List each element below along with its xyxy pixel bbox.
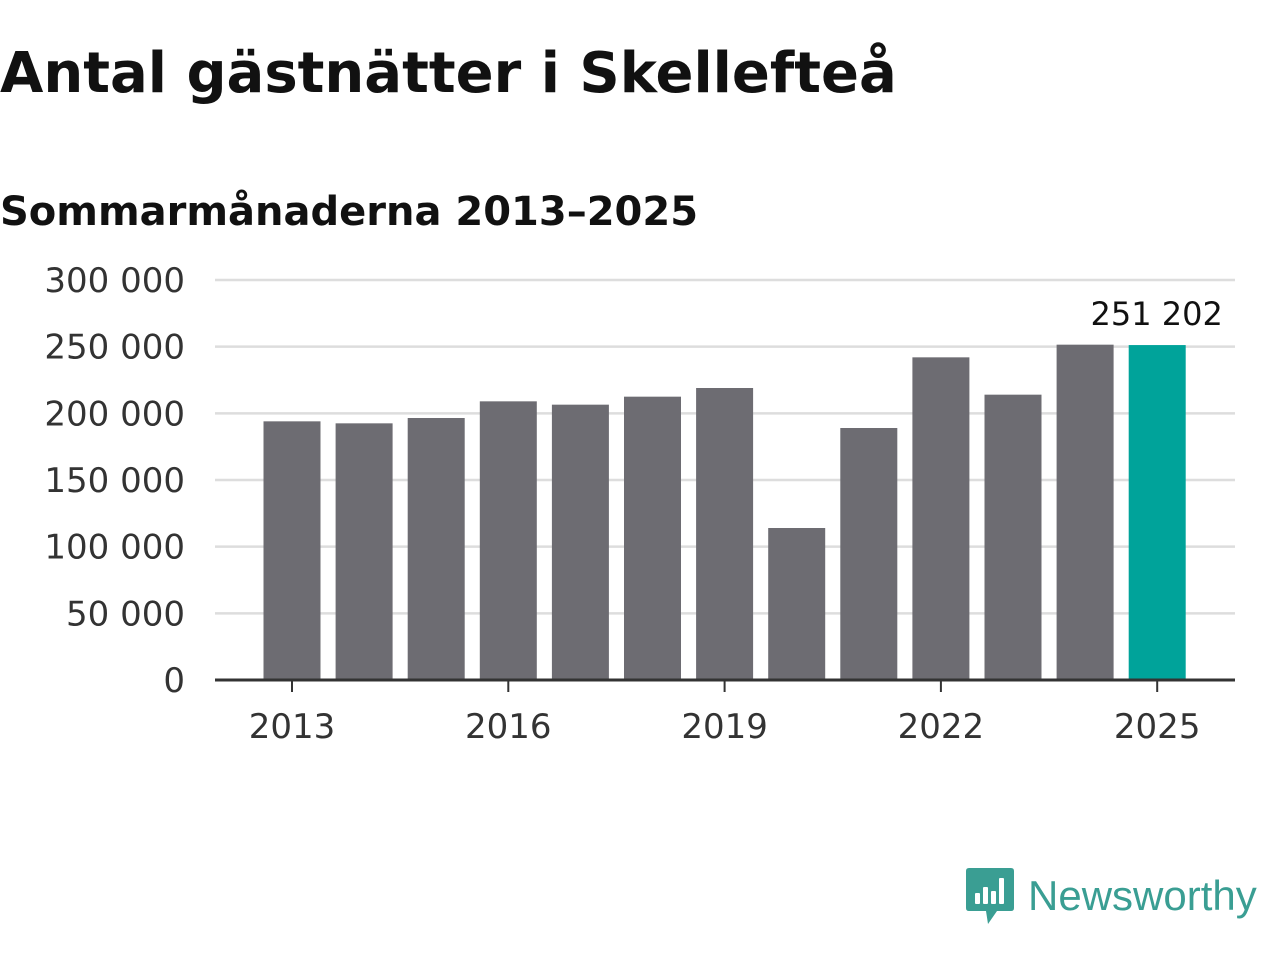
logo-bar-1: [975, 893, 980, 904]
bars: [263, 344, 1186, 680]
y-axis-ticks: 0 50 000 100 000 150 000 200 000 250 000 300 0…: [44, 261, 185, 701]
y-tick-label: 50 000: [66, 594, 185, 634]
bar-highlighted: [1128, 345, 1186, 680]
brand-logo: Newsworthy: [964, 864, 1257, 928]
bar: [984, 394, 1042, 680]
logo-bar-4: [999, 878, 1004, 904]
bar: [696, 388, 754, 680]
x-tick-label: 2022: [898, 707, 985, 747]
logo-bar-3: [991, 891, 996, 904]
data-label: 251 202: [1091, 295, 1223, 333]
bar: [1056, 344, 1114, 680]
bar: [479, 401, 537, 680]
data-labels: 251 202: [1091, 295, 1223, 333]
x-tick-label: 2019: [681, 707, 768, 747]
bar: [840, 428, 898, 680]
bar: [263, 421, 321, 680]
x-axis-ticks: 2013 2016 2019 2022 2025: [249, 680, 1201, 747]
bar: [768, 528, 826, 680]
bar: [551, 404, 609, 680]
bar-chart: 0 50 000 100 000 150 000 200 000 250 000 300 0…: [44, 261, 1235, 747]
chart-title: Antal gästnätter i Skellefteå: [0, 41, 897, 106]
x-tick-label: 2025: [1114, 707, 1201, 747]
y-tick-label: 150 000: [44, 461, 185, 501]
chart-subtitle: Sommarmånaderna 2013–2025: [0, 189, 699, 235]
bar: [335, 423, 393, 680]
y-tick-label: 0: [163, 661, 185, 701]
bar: [912, 357, 970, 680]
x-tick-label: 2016: [465, 707, 552, 747]
x-tick-label: 2013: [249, 707, 336, 747]
bar: [407, 418, 465, 680]
newsworthy-logo-icon: [966, 868, 1014, 924]
y-tick-label: 100 000: [44, 528, 185, 568]
y-tick-label: 250 000: [44, 328, 185, 368]
logo-bar-2: [983, 887, 988, 904]
y-tick-label: 200 000: [44, 394, 185, 434]
logo-speech-bubble: [966, 868, 1014, 924]
y-tick-label: 300 000: [44, 261, 185, 301]
brand-name: Newsworthy: [1028, 872, 1257, 919]
bar: [624, 396, 681, 680]
